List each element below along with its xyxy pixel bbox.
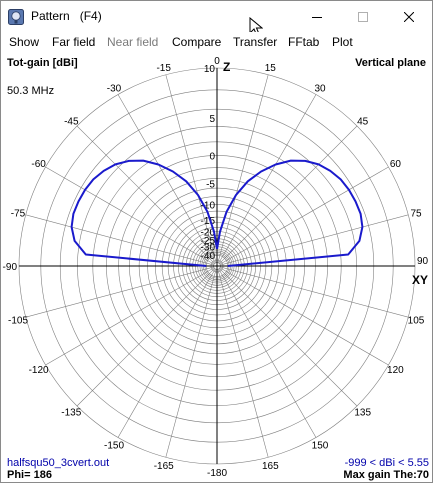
menu-show[interactable]: Show — [9, 35, 40, 49]
menu-near-field[interactable]: Near field — [107, 35, 159, 49]
grid-spoke — [219, 125, 358, 264]
radial-labels: 10 5 0 -5 -10 -15-20-25-30-40 — [201, 64, 216, 262]
maximize-icon — [358, 11, 368, 22]
app-icon — [8, 9, 24, 25]
grid-spoke — [218, 268, 317, 438]
menu-compare[interactable]: Compare — [172, 35, 222, 49]
grid-spoke — [117, 268, 216, 438]
grid-spoke — [217, 269, 269, 458]
menu-plot[interactable]: Plot — [332, 35, 353, 49]
grid-spoke — [45, 166, 215, 265]
grid-spoke — [25, 266, 214, 318]
grid-spoke — [219, 268, 358, 407]
angle-tick-label: 15 — [265, 63, 277, 74]
close-button[interactable] — [386, 1, 432, 32]
radial-tick-label: -40 — [201, 251, 216, 262]
angle-tick-label: -15 — [156, 63, 171, 74]
angle-tick-label: -90 — [3, 262, 18, 273]
polar-plot[interactable]: 0153045607590105120135150165-180-165-150… — [1, 52, 432, 482]
grid-spoke — [165, 74, 217, 263]
radial-tick-label: -5 — [206, 179, 215, 190]
grid-spoke — [117, 94, 216, 264]
angle-tick-label: -165 — [154, 461, 174, 472]
angle-tick-label: 45 — [357, 116, 369, 127]
radial-tick-label: -20 — [201, 228, 216, 239]
grid-spoke — [219, 166, 389, 265]
grid-spoke — [220, 266, 409, 318]
menu-fftab[interactable]: FFtab — [288, 35, 320, 49]
grid-spoke — [220, 214, 409, 266]
grid-spoke — [76, 125, 215, 264]
maximize-button[interactable] — [340, 1, 386, 32]
menu-transfer[interactable]: Transfer — [233, 35, 278, 49]
angle-tick-label: 90 — [417, 256, 429, 267]
angle-tick-label: -60 — [31, 159, 46, 170]
radial-tick-label: 0 — [209, 151, 215, 162]
grid-spoke — [217, 74, 269, 263]
minimize-button[interactable] — [294, 1, 340, 32]
angle-tick-label: 60 — [390, 159, 402, 170]
xy-axis-label: XY — [412, 273, 428, 287]
angle-tick-label: 75 — [410, 209, 422, 220]
plane-label: Vertical plane — [355, 57, 426, 69]
title-bar[interactable]: Pattern (F4) — [1, 1, 432, 37]
angle-tick-label: -45 — [64, 116, 79, 127]
polar-grid — [18, 67, 416, 465]
unit-label: Tot-gain [dBi] — [7, 57, 78, 69]
grid-spoke — [218, 94, 317, 264]
angle-tick-label: -120 — [29, 365, 49, 376]
angle-tick-label: 120 — [387, 365, 404, 376]
file-name-label: halfsqu50_3cvert.out — [7, 457, 109, 469]
close-icon — [404, 11, 414, 22]
angle-tick-label: -75 — [11, 209, 26, 220]
gain-trace-right — [216, 159, 364, 267]
radial-tick-label: -25 — [201, 236, 216, 247]
gain-trace — [70, 159, 364, 267]
max-gain-label: Max gain The:70 — [343, 469, 429, 481]
angle-tick-label: 0 — [214, 56, 220, 67]
window-title: Pattern (F4) — [31, 9, 102, 23]
radial-tick-label: 10 — [204, 64, 216, 75]
radial-tick-label: 5 — [209, 114, 215, 125]
grid-spoke — [25, 214, 214, 266]
phi-label: Phi= 186 — [7, 469, 52, 481]
angle-tick-label: 135 — [354, 408, 371, 419]
angle-tick-label: -150 — [104, 440, 124, 451]
angle-tick-label: -135 — [61, 408, 81, 419]
frequency-label: 50.3 MHz — [7, 85, 54, 97]
menu-bar: Show Far field Near field Compare Transf… — [1, 32, 432, 52]
angle-tick-label: -105 — [8, 315, 28, 326]
z-axis-label: Z — [223, 60, 230, 74]
menu-far-field[interactable]: Far field — [52, 35, 96, 49]
angle-tick-label: 165 — [262, 461, 279, 472]
angle-tick-label: 30 — [314, 84, 326, 95]
angle-labels: 0153045607590105120135150165-180-165-150… — [3, 56, 429, 479]
radial-tick-label: -15 — [201, 216, 216, 227]
gain-range-label: -999 < dBi < 5.55 — [345, 457, 429, 469]
radial-tick-label: -30 — [201, 243, 216, 254]
angle-tick-label: 150 — [312, 440, 329, 451]
gain-trace-left — [70, 159, 218, 267]
angle-tick-label: -30 — [107, 84, 122, 95]
grid-spoke — [45, 267, 215, 366]
grid-spoke — [219, 267, 389, 366]
grid-spoke — [165, 269, 217, 458]
radial-tick-label: -10 — [201, 200, 216, 211]
grid-spoke — [76, 268, 215, 407]
angle-tick-label: -180 — [207, 468, 227, 479]
angle-tick-label: 105 — [408, 315, 425, 326]
minimize-icon — [312, 16, 322, 18]
